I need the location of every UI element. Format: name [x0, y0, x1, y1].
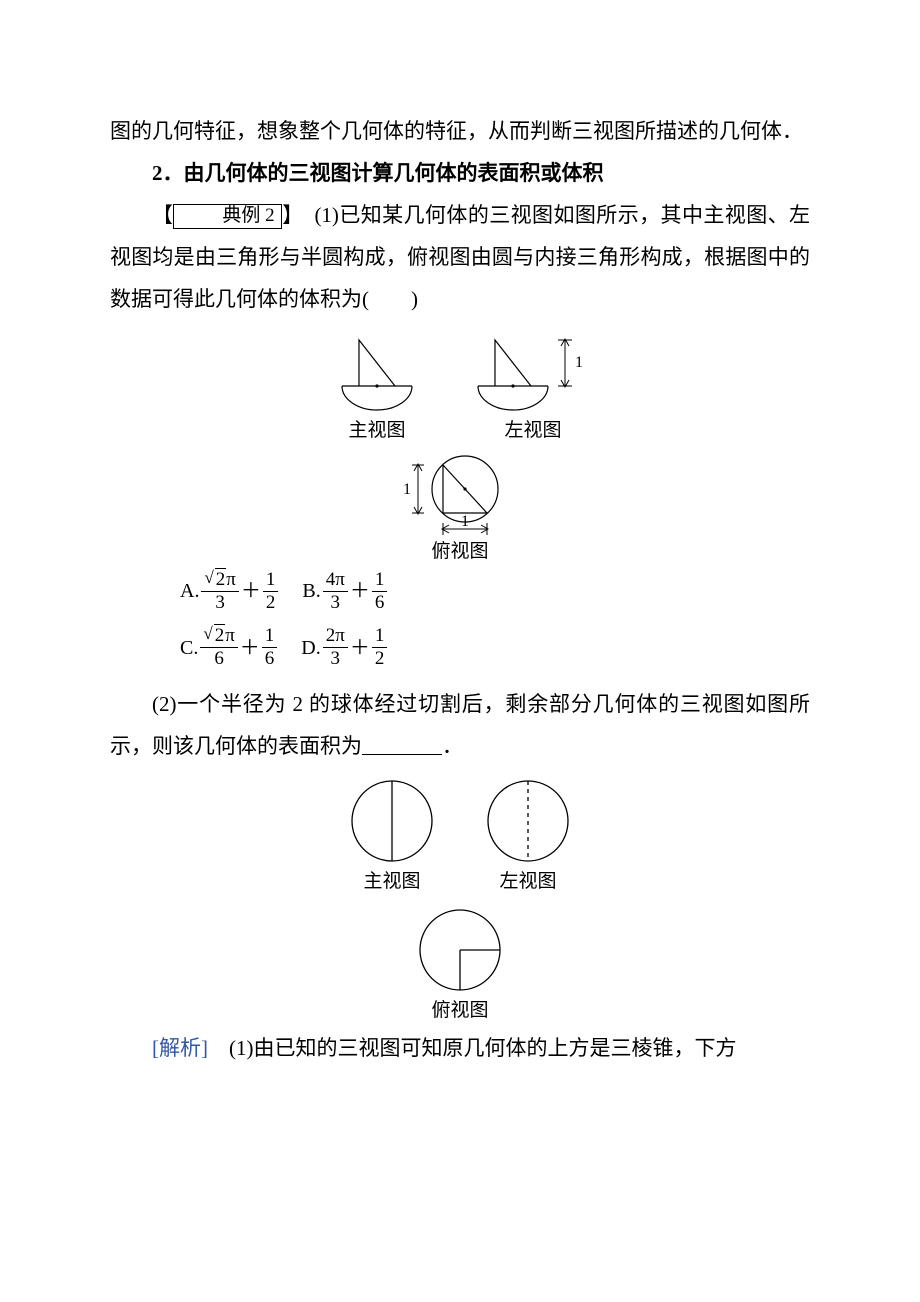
- option-B: B. 4π 3 ＋ 1 6: [302, 570, 387, 613]
- example-2-question-1: 【典例 2】 (1)已知某几何体的三视图如图所示，其中主视图、左视图均是由三角形…: [110, 194, 810, 320]
- front-view-2-label: 主视图: [363, 871, 420, 894]
- option-row-2: C. 2π 6 ＋ 1 6 D. 2π 3 ＋ 1: [180, 626, 810, 669]
- solution-line: [解析] (1)由已知的三视图可知原几何体的上方是三棱锥，下方: [110, 1027, 810, 1069]
- dim-1-bottom: 1: [461, 513, 469, 530]
- option-B-letter: B.: [302, 571, 320, 611]
- example-2-question-2: (2)一个半径为 2 的球体经过切割后，剩余部分几何体的三视图如图所示，则该几何…: [110, 683, 810, 767]
- option-row-1: A. 2π 3 ＋ 1 2 B. 4π 3 ＋ 1: [180, 570, 810, 613]
- top-view-2: 俯视图: [410, 902, 510, 1023]
- dim-1-left: 1: [403, 481, 411, 498]
- frac-B2: 1 6: [372, 570, 388, 613]
- figure-set-1: 主视图 1 左视图: [110, 326, 810, 564]
- top-view-label: 俯视图: [431, 541, 488, 564]
- front-view-label: 主视图: [348, 420, 405, 443]
- top-view-svg: 1 1: [395, 447, 525, 539]
- figure-row-1: 主视图 1 左视图: [322, 326, 598, 443]
- frac-B1: 4π 3: [323, 570, 348, 613]
- left-view-2: 左视图: [478, 773, 578, 894]
- blank-fill: [362, 754, 442, 755]
- dim-1-v: 1: [575, 354, 583, 371]
- top-view-2-svg: [410, 902, 510, 998]
- option-D: D. 2π 3 ＋ 1 2: [301, 626, 387, 669]
- subheading-2: 2．由几何体的三视图计算几何体的表面积或体积: [110, 152, 810, 194]
- frac-A2: 1 2: [263, 570, 279, 613]
- frac-C2: 1 6: [262, 626, 278, 669]
- front-view-1: 主视图: [322, 326, 432, 443]
- frac-D1: 2π 3: [323, 626, 348, 669]
- op-A: ＋: [241, 571, 261, 611]
- paragraph-continuation: 图的几何特征，想象整个几何体的特征，从而判断三视图所描述的几何体．: [110, 110, 810, 152]
- example-box-label: 典例 2: [173, 204, 281, 229]
- op-D: ＋: [350, 628, 370, 668]
- top-view-2-label: 俯视图: [431, 1000, 488, 1023]
- q2-text-b: ．: [442, 734, 463, 758]
- option-C: C. 2π 6 ＋ 1 6: [180, 626, 277, 669]
- left-view-1: 1 左视图: [468, 326, 598, 443]
- figure-row-2: 1 1 俯视图: [395, 447, 525, 564]
- option-A-letter: A.: [180, 571, 199, 611]
- left-view-svg: 1: [468, 326, 598, 418]
- option-A: A. 2π 3 ＋ 1 2: [180, 570, 278, 613]
- option-C-letter: C.: [180, 628, 198, 668]
- front-view-2: 主视图: [342, 773, 442, 894]
- frac-C1: 2π 6: [200, 626, 237, 669]
- top-view-1: 1 1 俯视图: [395, 447, 525, 564]
- front-view-svg: [322, 326, 432, 418]
- left-view-2-svg: [478, 773, 578, 869]
- left-view-label: 左视图: [504, 420, 561, 443]
- figure-set-2: 主视图 左视图 俯视图: [110, 773, 810, 1023]
- solution-text-1: (1)由已知的三视图可知原几何体的上方是三棱锥，下方: [229, 1036, 736, 1060]
- frac-D2: 1 2: [372, 626, 388, 669]
- answer-options: A. 2π 3 ＋ 1 2 B. 4π 3 ＋ 1: [180, 570, 810, 670]
- option-D-letter: D.: [301, 628, 320, 668]
- figure2-row-1: 主视图 左视图: [342, 773, 578, 894]
- solution-heading: [解析]: [152, 1036, 208, 1060]
- front-view-2-svg: [342, 773, 442, 869]
- left-view-2-label: 左视图: [499, 871, 556, 894]
- op-B: ＋: [350, 571, 370, 611]
- figure2-row-2: 俯视图: [410, 902, 510, 1023]
- page: 图的几何特征，想象整个几何体的特征，从而判断三视图所描述的几何体． 2．由几何体…: [0, 0, 920, 1302]
- op-C: ＋: [240, 628, 260, 668]
- frac-A1: 2π 3: [201, 570, 238, 613]
